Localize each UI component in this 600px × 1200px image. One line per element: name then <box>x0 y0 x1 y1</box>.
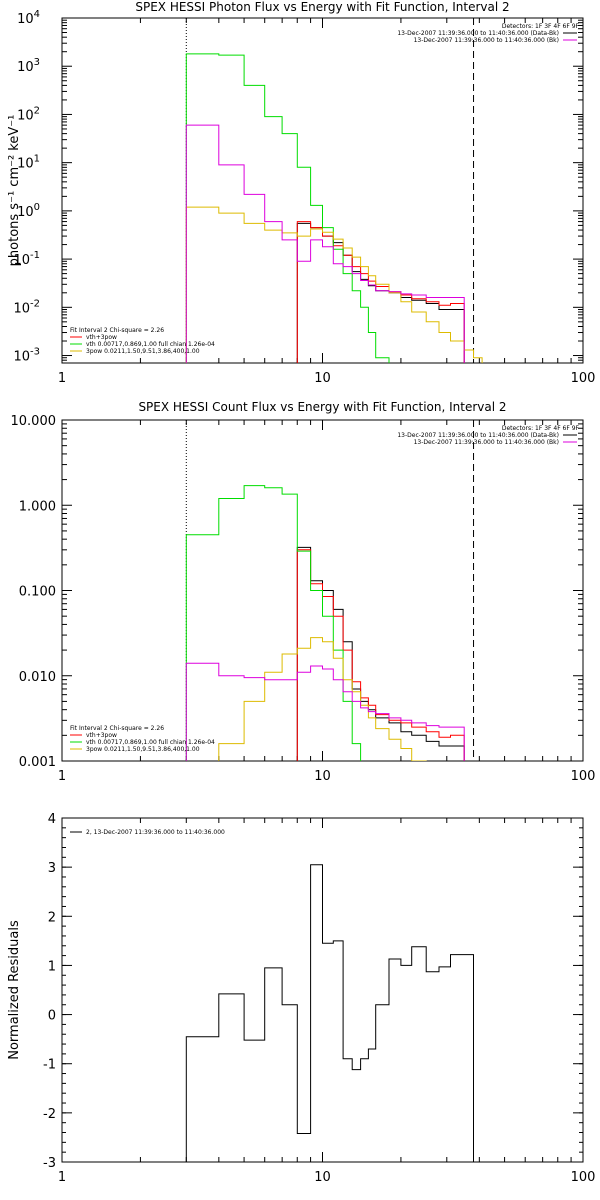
x-tick-label: 100 <box>571 769 596 784</box>
legend-entry: vth+3pow <box>86 334 117 341</box>
y-tick-mantissa: 10 <box>17 108 34 123</box>
y-tick-mantissa: 10 <box>13 253 30 268</box>
header-line: 13-Dec-2007 11:39:36.000 to 11:40:36.000… <box>397 30 559 37</box>
series-line-vth-3pow <box>296 549 465 761</box>
series-line-3pow <box>185 206 483 363</box>
y-axis-label: photons s⁻¹ cm⁻² keV⁻¹ <box>7 115 22 267</box>
x-tick-label: 1 <box>58 371 66 386</box>
y-tick-mantissa: 10 <box>17 157 34 172</box>
x-tick-label: 100 <box>571 371 596 386</box>
y-tick-label: 0.010 <box>19 670 56 685</box>
plot-frame <box>61 17 584 364</box>
y-tick-label: 10-3 <box>13 347 40 365</box>
y-tick-exponent: 3 <box>34 57 40 68</box>
header-line: 13-Dec-2007 11:39:36.000 to 11:40:36.000… <box>397 432 559 439</box>
x-tick-label: 1 <box>58 1170 66 1185</box>
y-tick-exponent: 2 <box>34 105 40 116</box>
y-tick-mantissa: 10 <box>13 350 30 365</box>
legend-entry: vth+3pow <box>86 732 117 739</box>
series-line-bk <box>185 124 465 363</box>
y-tick-label: 4 <box>48 812 56 827</box>
legend-entry: 3pow 0.0211,1.50,9.51,3.86,400,1.00 <box>86 348 200 355</box>
legend-entry: Fit Interval 2 Chi-square = 2.26 <box>70 725 164 732</box>
y-tick-label: 3 <box>48 861 56 876</box>
y-axis-label: Normalized Residuals <box>7 920 22 1060</box>
series-line-3pow <box>218 637 427 761</box>
y-tick-label: 10.000 <box>11 414 57 429</box>
x-tick-label: 1 <box>58 769 66 784</box>
y-tick-label: 102 <box>17 105 40 123</box>
y-tick-label: 2 <box>48 910 56 925</box>
y-tick-label: 0 <box>48 1009 56 1024</box>
series-group <box>185 864 474 1162</box>
y-tick-exponent: -2 <box>30 298 40 309</box>
y-tick-label: 101 <box>17 154 40 172</box>
y-tick-label: 103 <box>17 57 40 75</box>
y-tick-exponent: -1 <box>30 250 40 261</box>
y-tick-exponent: 4 <box>34 9 40 20</box>
legend-entry: vth 0.00717,0.869,1.00 full chian 1.26e-… <box>86 341 215 348</box>
y-tick-mantissa: 10 <box>17 205 34 220</box>
y-tick-label: 1.000 <box>19 499 56 514</box>
series-group <box>185 53 483 363</box>
y-tick-label: -1 <box>43 1058 56 1073</box>
y-tick-label: -2 <box>43 1107 56 1122</box>
series-line-bk <box>185 662 465 761</box>
chart-title: SPEX HESSI Photon Flux vs Energy with Fi… <box>135 0 509 14</box>
x-tick-label: 10 <box>314 769 331 784</box>
series-group <box>185 485 465 761</box>
legend-entry: Fit Interval 2 Chi-square = 2.26 <box>70 327 164 334</box>
series-line-vth <box>185 53 390 363</box>
y-tick-label: -3 <box>43 1156 56 1171</box>
series-line-residuals <box>185 864 474 1162</box>
header-line: 13-Dec-2007 11:39:36.000 to 11:40:36.000… <box>414 37 559 44</box>
series-line-vth <box>185 485 362 761</box>
y-tick-exponent: 0 <box>34 202 40 213</box>
legend-entry: 2, 13-Dec-2007 11:39:36.000 to 11:40:36.… <box>86 829 225 836</box>
y-tick-exponent: -3 <box>30 347 40 358</box>
y-tick-label: 0.001 <box>19 755 56 770</box>
x-tick-label: 10 <box>314 1170 331 1185</box>
legend-entry: vth 0.00717,0.869,1.00 full chian 1.26e-… <box>86 739 215 746</box>
legend-entry: 3pow 0.0211,1.50,9.51,3.86,400,1.00 <box>86 746 200 753</box>
header-line: 13-Dec-2007 11:39:36.000 to 11:40:36.000… <box>414 439 559 446</box>
y-tick-label: 10-1 <box>13 250 40 268</box>
header-line: Detectors: 1F 3F 4F 6F 9F <box>502 425 580 432</box>
chart-panel-1: SPEX HESSI Photon Flux vs Energy with Fi… <box>7 0 596 386</box>
y-tick-exponent: 1 <box>34 154 40 165</box>
chart-title: SPEX HESSI Count Flux vs Energy with Fit… <box>138 400 506 414</box>
chart-panel-2: SPEX HESSI Count Flux vs Energy with Fit… <box>11 400 596 784</box>
x-tick-label: 10 <box>314 371 331 386</box>
y-tick-mantissa: 10 <box>13 301 30 316</box>
y-tick-label: 1 <box>48 959 56 974</box>
y-tick-label: 104 <box>17 9 40 27</box>
y-tick-label: 10-2 <box>13 298 40 316</box>
chart-panel-3: 1 10 100 -3 -2 -1 0 1 2 3 4 Normalized Residuals 2, … <box>7 812 596 1185</box>
y-tick-label: 100 <box>17 202 40 220</box>
y-tick-mantissa: 10 <box>17 12 34 27</box>
x-tick-label: 100 <box>571 1170 596 1185</box>
series-line-vth-3pow <box>296 221 465 363</box>
header-line: Detectors: 1F 3F 4F 6F 9F <box>502 23 580 30</box>
y-tick-mantissa: 10 <box>17 60 34 75</box>
y-tick-label: 0.100 <box>19 585 56 600</box>
